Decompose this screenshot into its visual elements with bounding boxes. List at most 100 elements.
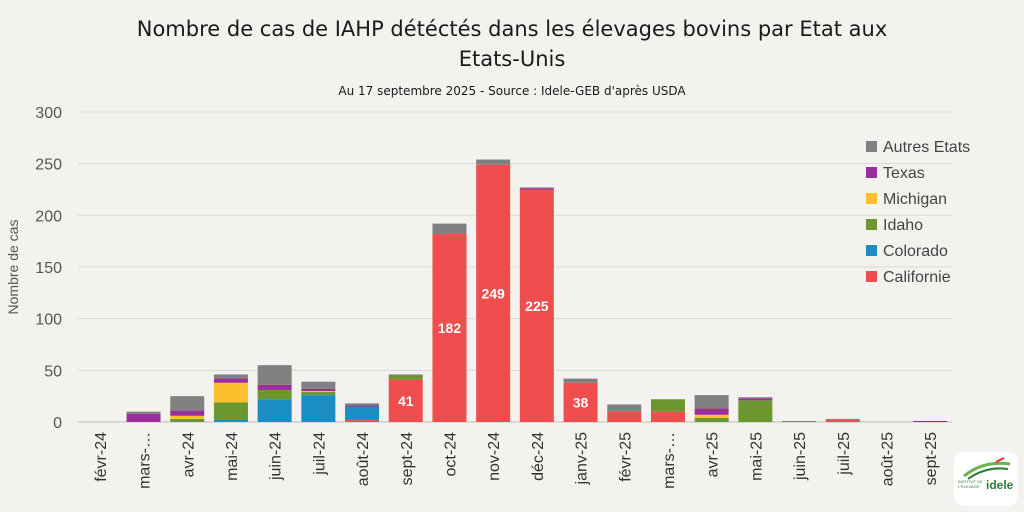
bar-segment <box>301 395 336 422</box>
bar-segment <box>170 396 205 411</box>
x-tick-label: mai-24 <box>224 432 241 481</box>
bar-segment <box>694 408 729 415</box>
bar-segment <box>257 399 292 422</box>
legend-swatch <box>866 245 877 256</box>
legend-swatch <box>866 141 877 152</box>
bar-segment <box>345 403 380 406</box>
legend-label: Michigan <box>883 191 947 208</box>
data-label: 182 <box>438 320 462 336</box>
x-tick-label: août-24 <box>355 432 372 486</box>
x-tick-label: oct-24 <box>442 432 459 477</box>
data-labels: 41 182 249 225 38 <box>398 285 589 410</box>
y-tick-label: 200 <box>35 208 62 225</box>
bar-segment <box>650 411 685 422</box>
logo-text: idele <box>986 478 1014 492</box>
x-tick-label: mars-… <box>661 432 678 489</box>
bar-segment <box>213 402 248 420</box>
bar-segment <box>345 405 380 407</box>
x-tick-label: mars-… <box>137 432 154 489</box>
y-tick-label: 300 <box>35 105 62 122</box>
bar-segment <box>913 420 948 422</box>
x-tick-label: juin-25 <box>792 432 809 481</box>
bar-segment <box>257 365 292 385</box>
x-tick-label: févr-24 <box>93 432 110 482</box>
data-label: 41 <box>398 393 414 409</box>
bar-segment <box>170 410 205 416</box>
chart-title-line1: Nombre de cas de IAHP détéctés dans les … <box>137 17 888 41</box>
bar-segment <box>738 400 773 422</box>
chart-subtitle: Au 17 septembre 2025 - Source : Idele-GE… <box>338 84 686 98</box>
bar-segment <box>607 411 642 422</box>
bar-segment <box>126 411 161 414</box>
x-tick-label: mai-25 <box>748 432 765 481</box>
bar-segment <box>563 378 598 383</box>
bar-segment <box>213 382 248 403</box>
logo-swoosh-icon <box>963 457 1011 480</box>
bar-segment <box>519 189 554 422</box>
x-tick-label: juil-24 <box>311 432 328 476</box>
x-axis-ticks: févr-24 mars-… avr-24 mai-24 juin-24 juil-24 a… <box>93 432 940 489</box>
x-tick-label: janv-25 <box>574 432 591 486</box>
bar-segment <box>388 375 423 380</box>
bar-segment <box>563 382 598 422</box>
bar-segment <box>738 397 773 399</box>
bar-segment <box>694 395 729 409</box>
chart-title-line2: Etats-Unis <box>459 47 566 71</box>
bar-segment <box>301 388 336 391</box>
legend-label: Idaho <box>883 217 923 234</box>
bar-segment <box>345 419 380 422</box>
y-tick-label: 50 <box>44 363 62 380</box>
data-label: 249 <box>481 285 505 301</box>
bar-segment <box>388 379 423 422</box>
legend-label: Texas <box>883 165 925 182</box>
x-tick-label: févr-25 <box>617 432 634 482</box>
legend-label: Californie <box>883 269 951 286</box>
x-tick-label: avr-24 <box>180 432 197 477</box>
y-axis-label: Nombre de cas <box>5 220 21 315</box>
bar-segment <box>301 391 336 393</box>
data-label: 225 <box>525 298 549 314</box>
x-tick-label: juin-24 <box>268 432 285 481</box>
bar-segment <box>432 223 467 234</box>
x-tick-label: avr-25 <box>705 432 722 477</box>
bar-segment <box>432 233 467 422</box>
x-tick-label: déc-24 <box>530 432 547 481</box>
legend-swatch <box>866 219 877 230</box>
bar-segment <box>476 159 511 165</box>
legend-label: Colorado <box>883 243 948 260</box>
bar-segment <box>126 413 161 422</box>
bar-segment <box>257 389 292 400</box>
legend-swatch <box>866 167 877 178</box>
bar-segment <box>519 188 554 190</box>
y-tick-label: 250 <box>35 157 62 174</box>
bar-segment <box>650 399 685 412</box>
x-tick-label: nov-24 <box>486 432 503 481</box>
legend-swatch <box>866 193 877 204</box>
bar-segment <box>694 417 729 422</box>
bar-segment <box>825 418 860 420</box>
bar-segment <box>388 374 423 376</box>
y-tick-label: 0 <box>53 415 62 432</box>
bar-segment <box>607 404 642 412</box>
y-tick-label: 150 <box>35 260 62 277</box>
y-tick-label: 100 <box>35 312 62 329</box>
bars <box>126 159 948 422</box>
legend: Autres Etats Texas Michigan Idaho Colorado Ca… <box>866 139 970 286</box>
gridlines <box>78 111 952 423</box>
bar-segment <box>345 406 380 420</box>
logo-subtext: INSTITUT DE L'ÉLEVAGE <box>958 479 983 489</box>
x-tick-label: sept-25 <box>923 432 940 485</box>
x-tick-label: juil-25 <box>836 432 853 476</box>
legend-swatch <box>866 271 877 282</box>
bar-segment <box>782 420 817 422</box>
legend-label: Autres Etats <box>883 139 970 156</box>
data-label: 38 <box>573 394 589 410</box>
y-axis-ticks: 0 50 100 150 200 250 300 <box>35 105 62 432</box>
bar-segment <box>257 384 292 390</box>
bar-segment <box>170 418 205 422</box>
bar-segment <box>213 419 248 422</box>
bar-segment <box>301 392 336 396</box>
bar-segment <box>519 187 554 189</box>
bar-segment <box>301 381 336 389</box>
